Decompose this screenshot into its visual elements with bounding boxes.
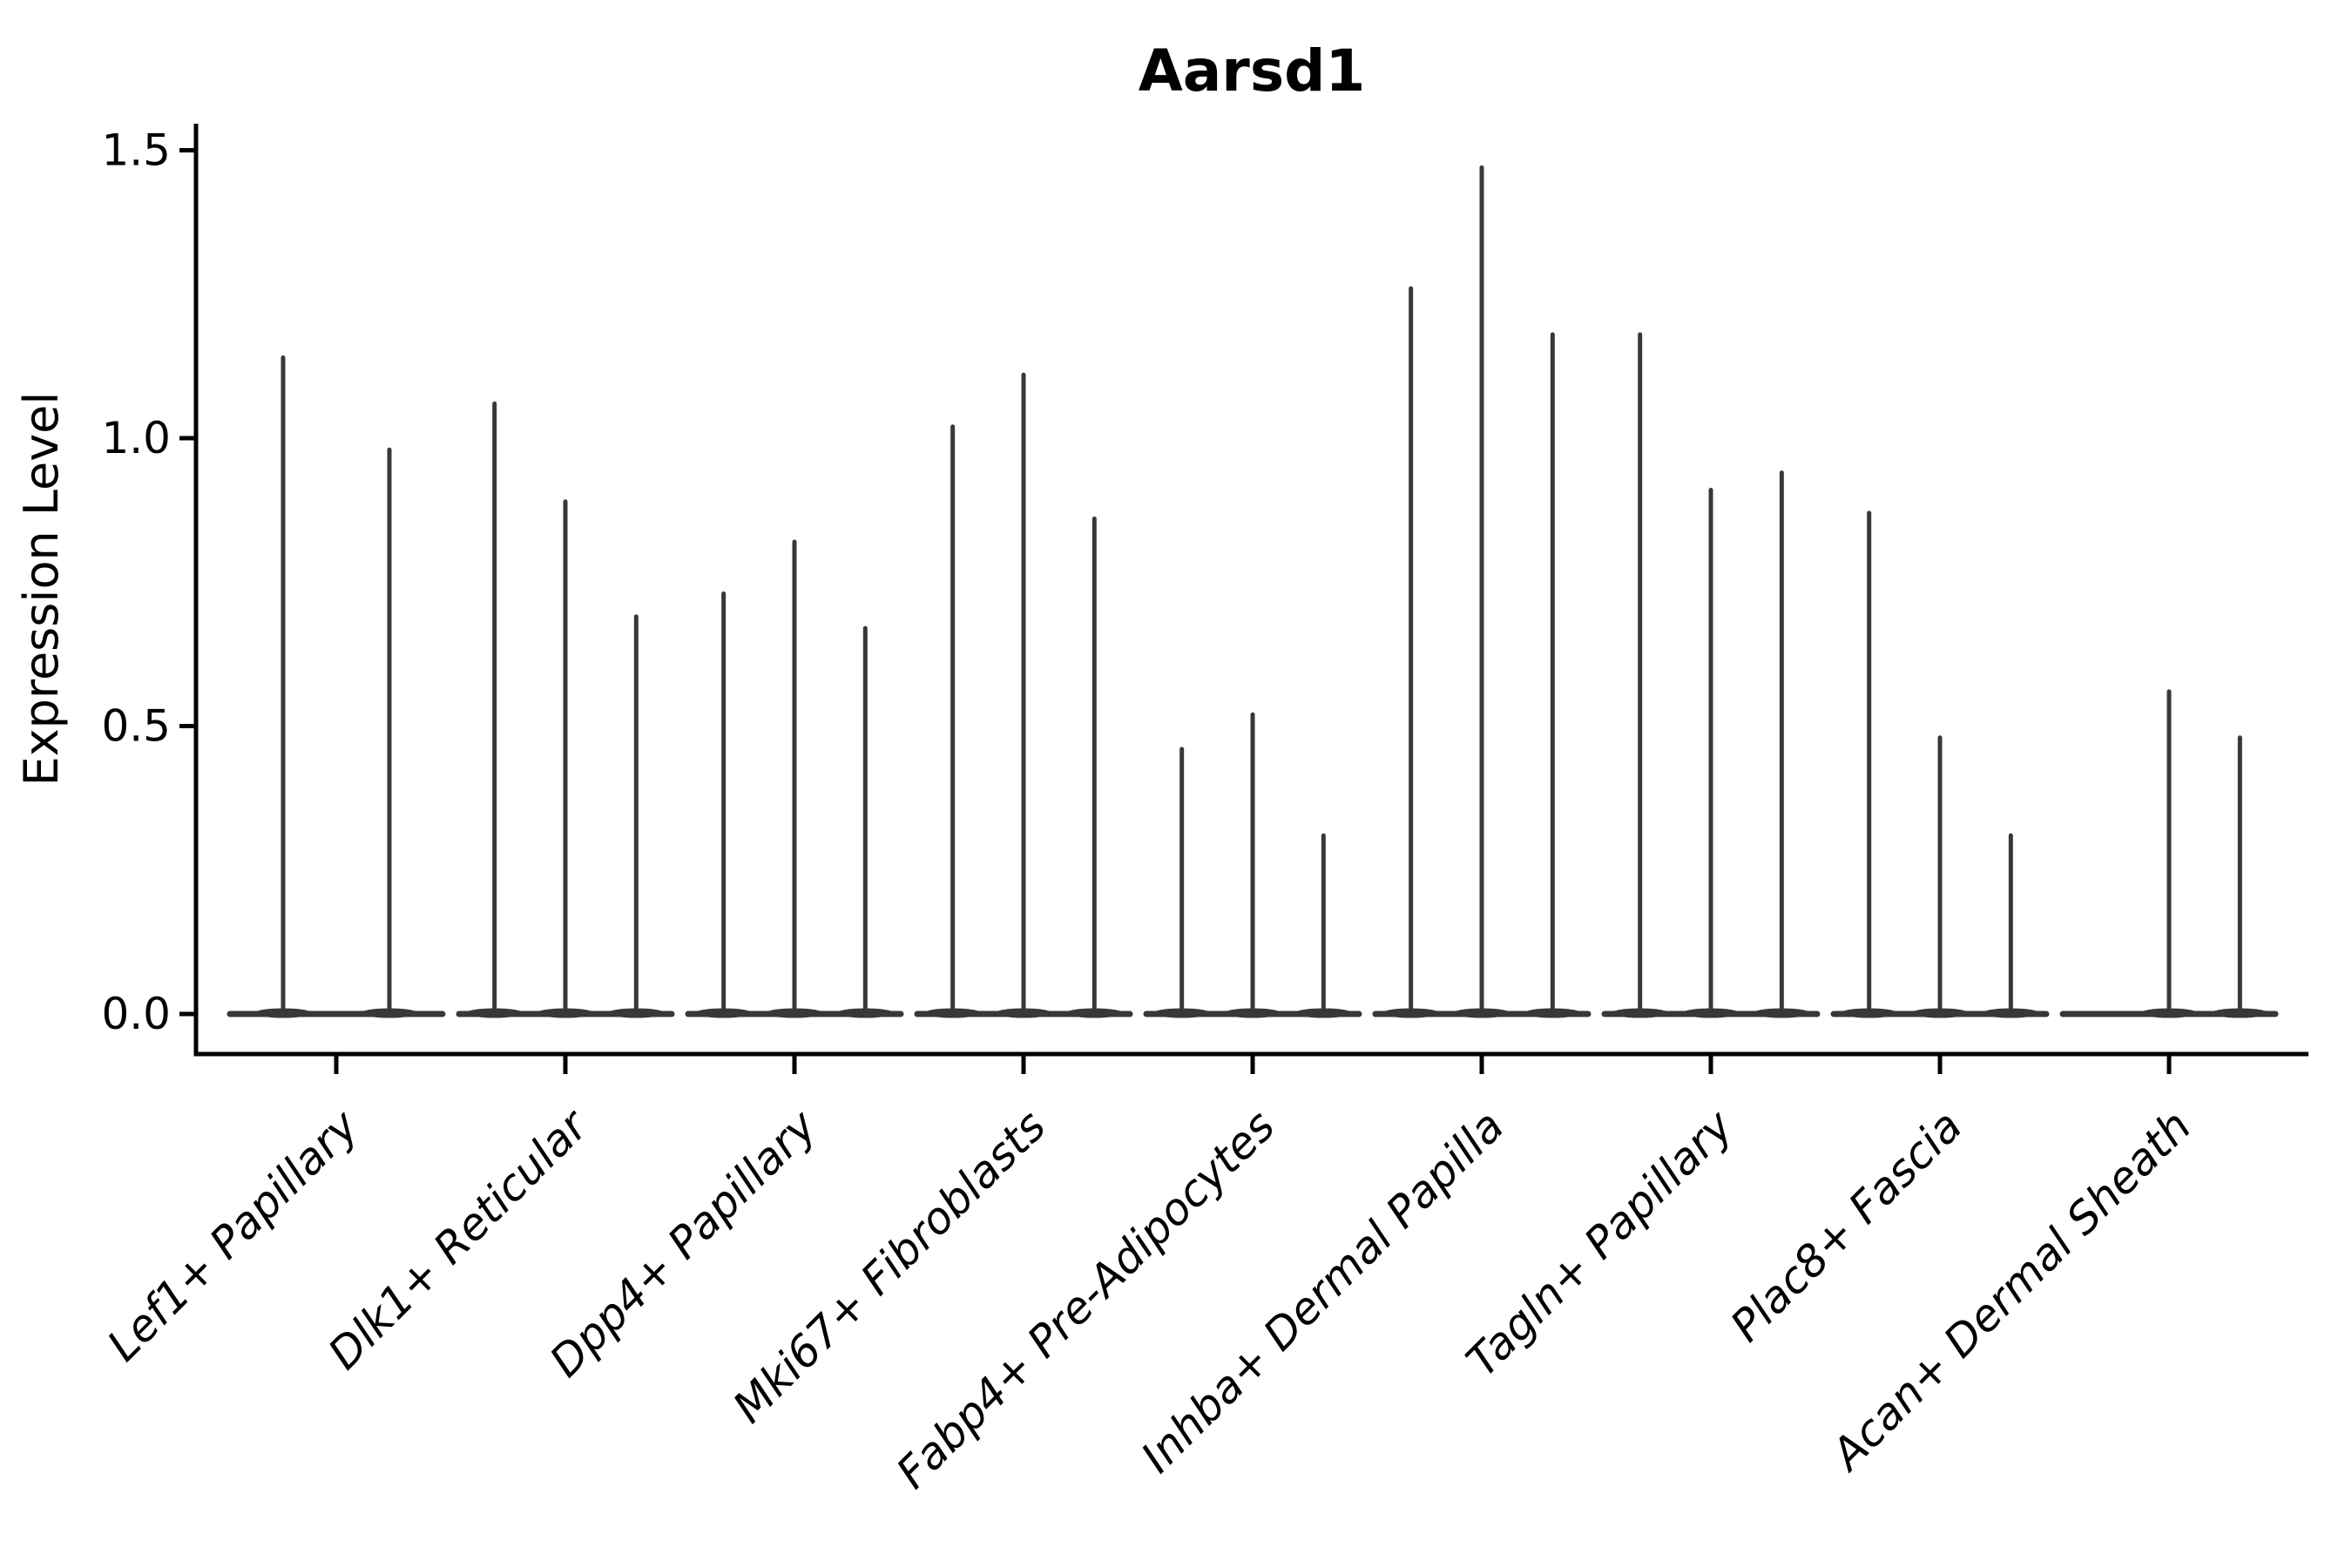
- violin-group-4: [914, 372, 1133, 1018]
- violin-group-3: [685, 539, 904, 1018]
- chart-title: Aarsd1: [1139, 37, 1366, 105]
- violin-group-2: [456, 401, 675, 1018]
- x-tick-label-5: Fabp4+ Pre-Adipocytes: [887, 1100, 1285, 1498]
- violin-group-6: [1372, 165, 1592, 1018]
- y-tick-label: 0.5: [101, 701, 171, 752]
- violins-layer: [226, 165, 2279, 1018]
- x-tick-label-1: Lef1+ Papillary: [98, 1099, 368, 1370]
- y-axis-ticks: 0.0 0.5 1.0 1.5: [101, 125, 196, 1039]
- y-tick-label: 1.0: [101, 413, 171, 463]
- x-tick-label-9: Acan+ Dermal Sheath: [1821, 1100, 2201, 1481]
- violin-group-5: [1143, 712, 1362, 1018]
- x-tick-label-6: Inhba+ Dermal Papilla: [1132, 1100, 1513, 1482]
- y-tick-label: 1.5: [101, 125, 171, 176]
- violin-group-9: [2059, 689, 2279, 1018]
- violin-group-7: [1601, 332, 1821, 1018]
- y-tick-label: 0.0: [101, 989, 171, 1039]
- y-axis-label: Expression Level: [14, 392, 69, 787]
- x-tick-label-8: Plac8+ Fascia: [1721, 1100, 1972, 1351]
- violin-group-1: [226, 355, 446, 1018]
- violin-group-8: [1830, 510, 2050, 1018]
